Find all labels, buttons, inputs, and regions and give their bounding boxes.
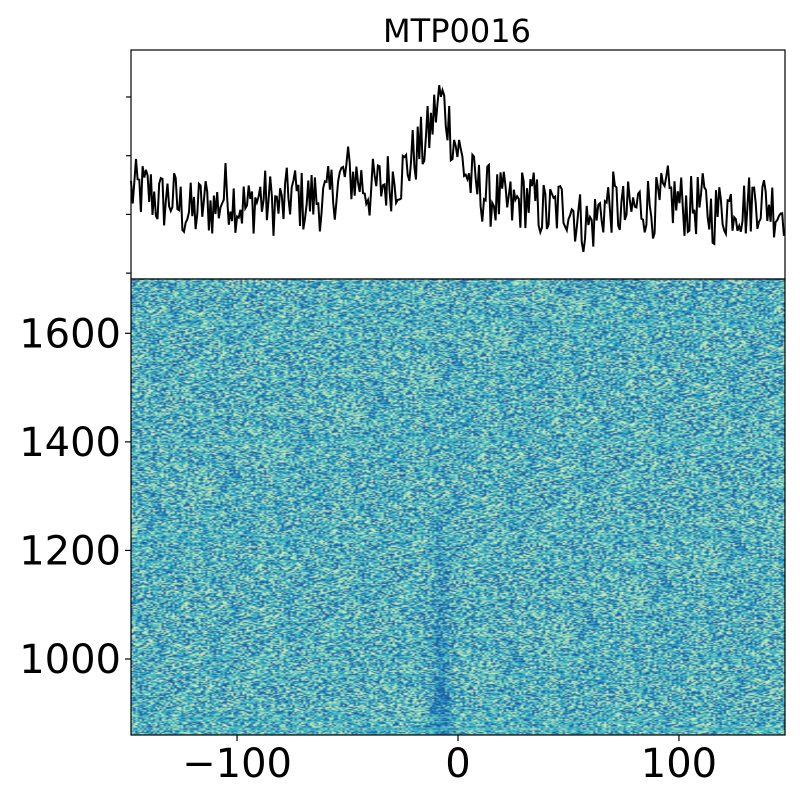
x-tick-label: 0 [445, 741, 470, 787]
heatmap-x-ticks: −100 0 100 [182, 735, 717, 787]
y-tick-label: 1200 [19, 528, 121, 574]
profile-frame [130, 49, 786, 280]
heatmap-panel: −100 0 100 1000 1200 1400 1600 [19, 278, 786, 787]
profile-y-ticks [126, 96, 131, 274]
y-tick-label: 1600 [19, 311, 121, 357]
y-tick-label: 1400 [19, 420, 121, 466]
profile-line [130, 85, 785, 253]
heatmap-image [131, 279, 785, 735]
y-tick-label: 1000 [19, 637, 121, 683]
profile-panel [126, 49, 786, 280]
chart-title: MTP0016 [383, 12, 531, 50]
x-tick-label: 100 [641, 741, 717, 787]
heatmap-y-ticks: 1000 1200 1400 1600 [19, 311, 131, 683]
x-tick-label: −100 [182, 741, 292, 787]
